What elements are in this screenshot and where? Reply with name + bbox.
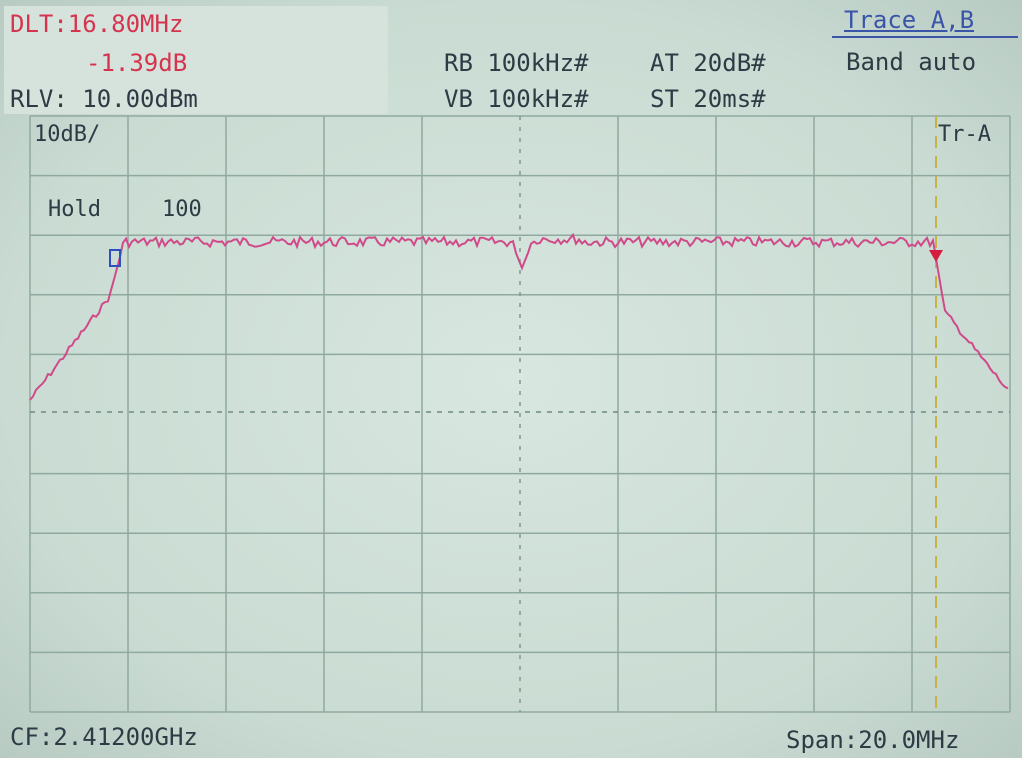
span-readout: Span:20.0MHz [786, 726, 960, 754]
delta-frequency-readout: DLT:16.80MHz [10, 10, 184, 38]
main-marker[interactable] [929, 250, 943, 262]
trace-menu-label[interactable]: Trace A,B [844, 6, 975, 34]
center-frequency-readout: CF:2.41200GHz [10, 723, 198, 751]
delta-marker[interactable] [109, 249, 121, 267]
trace-hold-label: Hold [48, 197, 101, 222]
attenuation-readout: AT 20dB# [650, 49, 766, 77]
sweep-time-readout: ST 20ms# [650, 85, 766, 113]
trace-a-line [29, 232, 1009, 401]
trace-a-label: Tr-A [938, 122, 991, 147]
resolution-bandwidth-readout: RB 100kHz# [444, 49, 589, 77]
reference-level-readout: RLV: 10.00dBm [10, 85, 198, 113]
trace-hold-value: 100 [162, 197, 202, 222]
trace-menu-item[interactable] [832, 6, 1018, 38]
delta-level-readout: -1.39dB [86, 49, 188, 77]
band-menu-label[interactable]: Band auto [846, 48, 977, 76]
video-bandwidth-readout: VB 100kHz# [444, 85, 589, 113]
delta-readout-panel [4, 6, 388, 114]
scale-per-division-label: 10dB/ [34, 122, 101, 147]
